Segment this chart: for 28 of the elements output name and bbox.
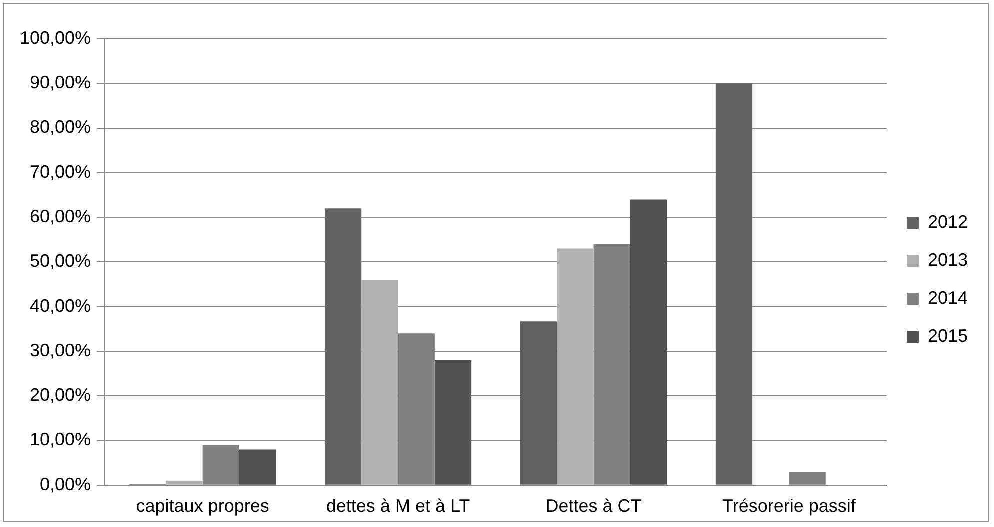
y-tick-label: 80,00% [30, 117, 92, 138]
y-tick-label: 30,00% [30, 340, 92, 360]
y-tick-label: 100,00% [20, 28, 92, 48]
bar [434, 360, 472, 485]
y-tick-label: 50,00% [30, 251, 92, 272]
x-tick-label: dettes à M et à LT [326, 496, 470, 516]
y-tick-label: 0,00% [40, 474, 92, 494]
x-tick-label: Dettes à CT [546, 496, 642, 516]
bar [324, 208, 362, 485]
y-tick-label: 40,00% [30, 296, 92, 316]
bar [716, 84, 753, 485]
y-tick-label: 70,00% [30, 162, 92, 182]
bar [166, 480, 203, 485]
legend-label: 2012 [928, 212, 968, 232]
x-tick-label: Trésorerie passif [722, 496, 857, 516]
bar [557, 248, 594, 485]
y-tick-label: 10,00% [30, 430, 92, 450]
bar [520, 322, 558, 485]
y-tick-label: 90,00% [30, 72, 92, 93]
bar [630, 200, 668, 485]
legend-label: 2014 [928, 288, 968, 308]
bar [239, 450, 276, 485]
x-tick-label: capitaux propres [136, 496, 270, 516]
legend-label: 2013 [928, 250, 968, 270]
legend-label: 2015 [928, 326, 968, 346]
y-tick-label: 20,00% [30, 385, 92, 406]
bar [362, 280, 398, 485]
y-tick-label: 60,00% [30, 206, 92, 227]
